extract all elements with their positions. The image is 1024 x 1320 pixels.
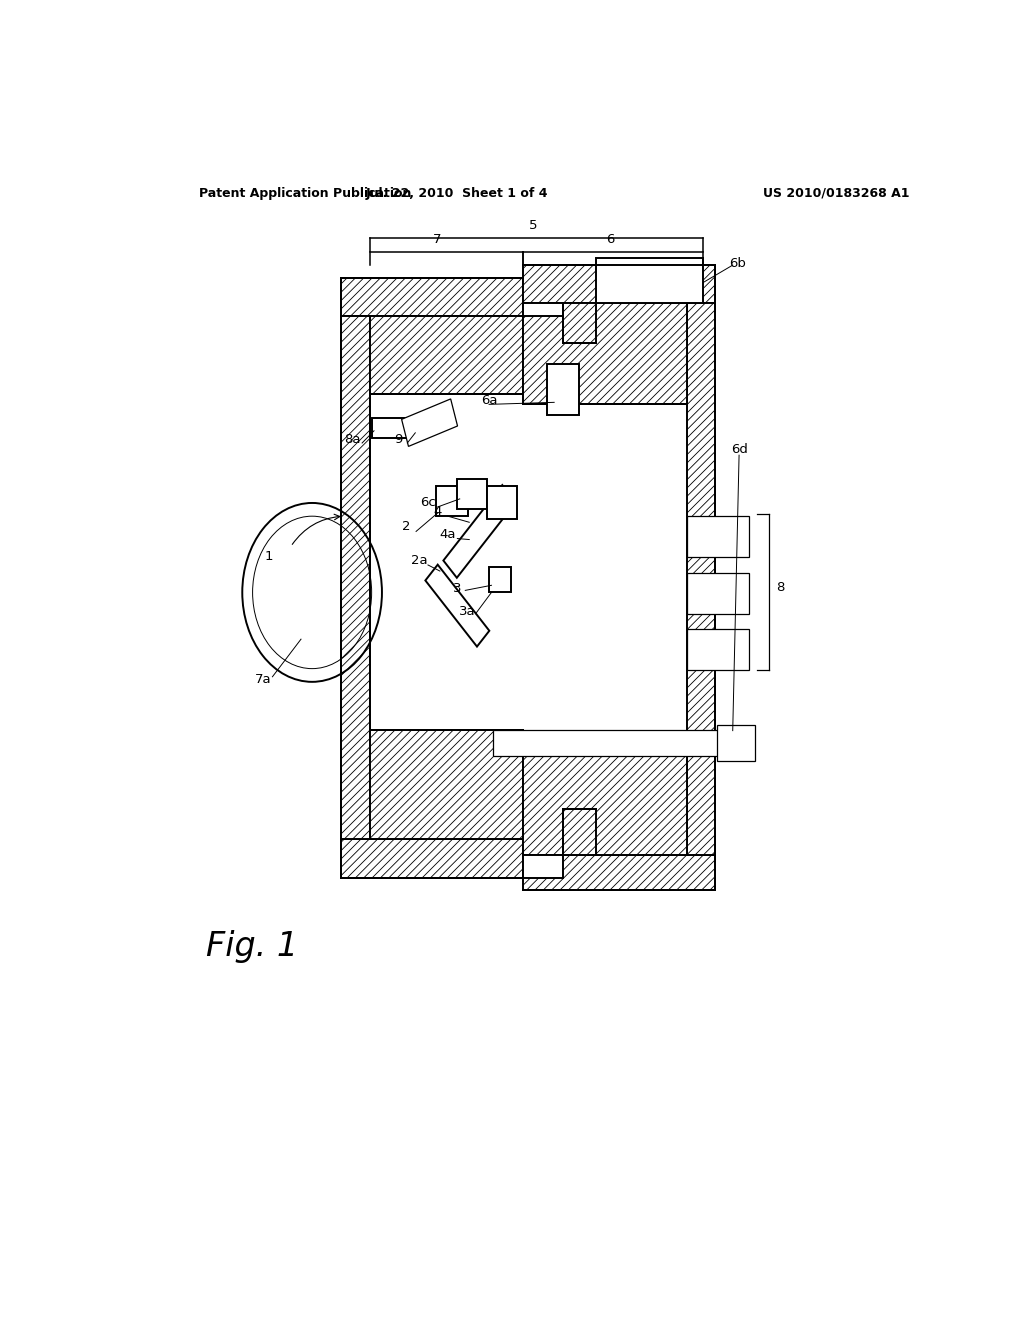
Polygon shape (563, 809, 596, 854)
Polygon shape (596, 257, 703, 302)
Polygon shape (489, 568, 511, 593)
Polygon shape (523, 854, 563, 878)
Polygon shape (494, 730, 737, 756)
Text: 9: 9 (393, 433, 402, 446)
Polygon shape (717, 725, 755, 762)
Polygon shape (373, 417, 420, 438)
Polygon shape (687, 630, 749, 669)
Text: 7a: 7a (255, 673, 271, 686)
Polygon shape (370, 730, 523, 840)
Polygon shape (443, 484, 516, 578)
Polygon shape (436, 486, 468, 516)
Polygon shape (687, 302, 715, 854)
Text: 6: 6 (606, 234, 614, 247)
Text: 1: 1 (265, 550, 273, 564)
Text: 6a: 6a (481, 393, 498, 407)
Polygon shape (425, 565, 489, 647)
Polygon shape (341, 315, 370, 840)
Polygon shape (523, 302, 687, 404)
Text: 8a: 8a (344, 433, 360, 446)
Polygon shape (687, 573, 749, 614)
Polygon shape (341, 279, 523, 315)
Text: 5: 5 (528, 219, 537, 232)
Polygon shape (523, 854, 715, 890)
Polygon shape (523, 265, 715, 302)
Text: Patent Application Publication: Patent Application Publication (200, 187, 412, 199)
Text: 6b: 6b (729, 256, 745, 269)
Polygon shape (401, 399, 458, 446)
Polygon shape (687, 516, 749, 557)
Text: 4: 4 (433, 504, 441, 517)
Text: 6d: 6d (731, 442, 748, 455)
Text: 4a: 4a (439, 528, 456, 541)
Text: Jul. 22, 2010  Sheet 1 of 4: Jul. 22, 2010 Sheet 1 of 4 (367, 187, 549, 199)
Polygon shape (523, 302, 563, 315)
Text: 8: 8 (776, 581, 784, 594)
Text: 6c: 6c (420, 496, 436, 510)
Text: Fig. 1: Fig. 1 (206, 929, 298, 962)
Text: 3: 3 (453, 582, 462, 595)
Text: 2: 2 (401, 520, 410, 533)
Polygon shape (341, 840, 523, 878)
Polygon shape (563, 302, 596, 343)
Text: 7: 7 (433, 234, 441, 247)
Text: US 2010/0183268 A1: US 2010/0183268 A1 (763, 187, 909, 199)
Text: 2a: 2a (411, 554, 428, 568)
Text: 3a: 3a (460, 605, 476, 618)
Polygon shape (547, 364, 579, 414)
Polygon shape (458, 479, 486, 510)
Polygon shape (523, 752, 687, 854)
Polygon shape (486, 486, 517, 519)
Polygon shape (370, 315, 523, 395)
